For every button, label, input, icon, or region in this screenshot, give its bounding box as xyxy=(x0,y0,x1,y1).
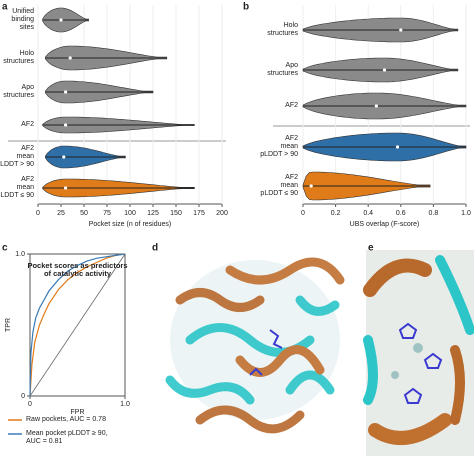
chart-title: Pocket scores as predictors of catalytic… xyxy=(27,261,128,278)
panel-label: a xyxy=(2,2,8,13)
category-label: Holo structures xyxy=(3,50,34,65)
category-label: Holo structures xyxy=(267,22,298,37)
median xyxy=(62,155,66,159)
roc-curve xyxy=(29,253,126,397)
x-tick-label: 200 xyxy=(216,210,228,217)
x-tick-label: 0 xyxy=(301,210,305,217)
legend-label: Raw pockets, AUC = 0.78 xyxy=(26,416,106,423)
median xyxy=(395,145,400,149)
category-label: AF2 xyxy=(21,121,34,128)
x-tick-label: 125 xyxy=(147,210,159,217)
median xyxy=(64,186,68,190)
x-tick-label: 0.6 xyxy=(396,210,406,217)
structure-d xyxy=(150,250,362,456)
median xyxy=(382,68,387,72)
x-axis-label: FPR xyxy=(71,409,85,416)
x-tick-label: 150 xyxy=(170,210,182,217)
median xyxy=(374,104,378,108)
x-tick-label: 75 xyxy=(103,210,111,217)
median xyxy=(309,184,313,188)
legend-label: Mean pocket pLDDT ≥ 90, AUC = 0.81 xyxy=(26,430,108,445)
x-axis-label: UBS overlap (F-score) xyxy=(350,221,420,228)
panel-label: b xyxy=(243,2,249,13)
category-label: Unified binding sites xyxy=(11,8,34,31)
x-tick-label: 0.4 xyxy=(363,210,373,217)
median xyxy=(64,90,68,94)
category-label: AF2 mean pLDDT > 90 xyxy=(0,145,34,168)
median xyxy=(64,123,68,127)
category-label: AF2 xyxy=(285,102,298,109)
x-tick-label: 50 xyxy=(80,210,88,217)
category-label: AF2 mean pLDDT ≤ 90 xyxy=(260,174,298,197)
category-label: AF2 mean pLDDT > 90 xyxy=(260,135,298,158)
diagonal xyxy=(29,253,126,397)
x-tick-label: 0.8 xyxy=(429,210,439,217)
x-tick-label: 1.0 xyxy=(461,210,471,217)
median xyxy=(68,56,72,60)
y-tick-label: 1.0 xyxy=(15,251,25,258)
structure-e xyxy=(363,250,474,456)
x-tick-label: 25 xyxy=(57,210,65,217)
x-axis-label: Pocket size (n of residues) xyxy=(89,221,171,228)
panel-label: d xyxy=(152,243,158,254)
panel-label: e xyxy=(368,243,374,254)
roc-curve xyxy=(29,253,126,397)
x-tick-label: 175 xyxy=(193,210,205,217)
median xyxy=(59,18,63,22)
x-tick-label: 0 xyxy=(36,210,40,217)
y-axis-label: TPR xyxy=(5,318,12,332)
median xyxy=(399,28,403,32)
x-tick-label: 100 xyxy=(124,210,136,217)
x-tick-label: 0 xyxy=(28,401,32,408)
x-tick-label: 1.0 xyxy=(120,401,130,408)
x-tick-label: 0.2 xyxy=(331,210,341,217)
panel-label: c xyxy=(2,243,8,254)
y-tick-label: 0 xyxy=(21,393,25,400)
category-label: Apo structures xyxy=(267,62,298,77)
category-label: Apo structures xyxy=(3,84,34,99)
category-label: AF2 mean pLDDT ≤ 90 xyxy=(0,176,34,199)
plot-frame xyxy=(29,253,126,397)
